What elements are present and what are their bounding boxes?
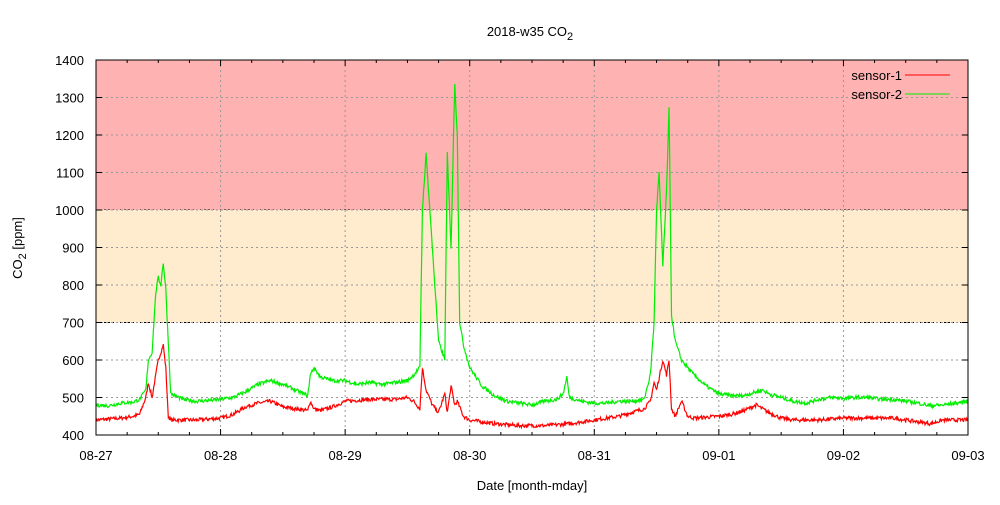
series-lines — [95, 83, 969, 430]
axis-ticks: 400 500 600 700 800 900 1000 1100 1200 1300 1400 08… — [55, 53, 985, 463]
y-tick-label: 800 — [62, 278, 84, 293]
threshold-bands — [96, 60, 968, 323]
x-tick-label: 08-28 — [204, 448, 237, 463]
x-tick-label: 08-31 — [578, 448, 611, 463]
y-tick-label: 400 — [62, 428, 84, 443]
series-line-sensor-2 — [95, 83, 969, 410]
y-tick-label: 900 — [62, 241, 84, 256]
threshold-band — [96, 210, 968, 323]
y-tick-label: 600 — [62, 353, 84, 368]
legend-label-sensor-1: sensor-1 — [851, 68, 902, 83]
y-tick-label: 1400 — [55, 53, 84, 68]
y-axis-label: CO2 [ppm] — [10, 217, 29, 279]
x-tick-label: 08-27 — [79, 448, 112, 463]
series-line-sensor-1 — [95, 343, 969, 430]
x-tick-label: 09-03 — [951, 448, 984, 463]
x-tick-label: 09-02 — [827, 448, 860, 463]
y-tick-label: 700 — [62, 316, 84, 331]
x-axis-label: Date [month-mday] — [477, 478, 588, 493]
chart-title: 2018-w35 CO2 — [487, 24, 573, 43]
y-tick-label: 1100 — [56, 166, 84, 181]
x-tick-label: 09-01 — [702, 448, 735, 463]
y-tick-label: 1300 — [55, 91, 84, 106]
x-tick-label: 08-29 — [329, 448, 362, 463]
y-tick-label: 1000 — [55, 203, 84, 218]
y-tick-label: 500 — [62, 391, 84, 406]
legend-label-sensor-2: sensor-2 — [851, 87, 902, 102]
x-tick-label: 08-30 — [453, 448, 486, 463]
y-tick-label: 1200 — [55, 128, 84, 143]
legend: sensor-1 sensor-2 — [851, 68, 950, 102]
